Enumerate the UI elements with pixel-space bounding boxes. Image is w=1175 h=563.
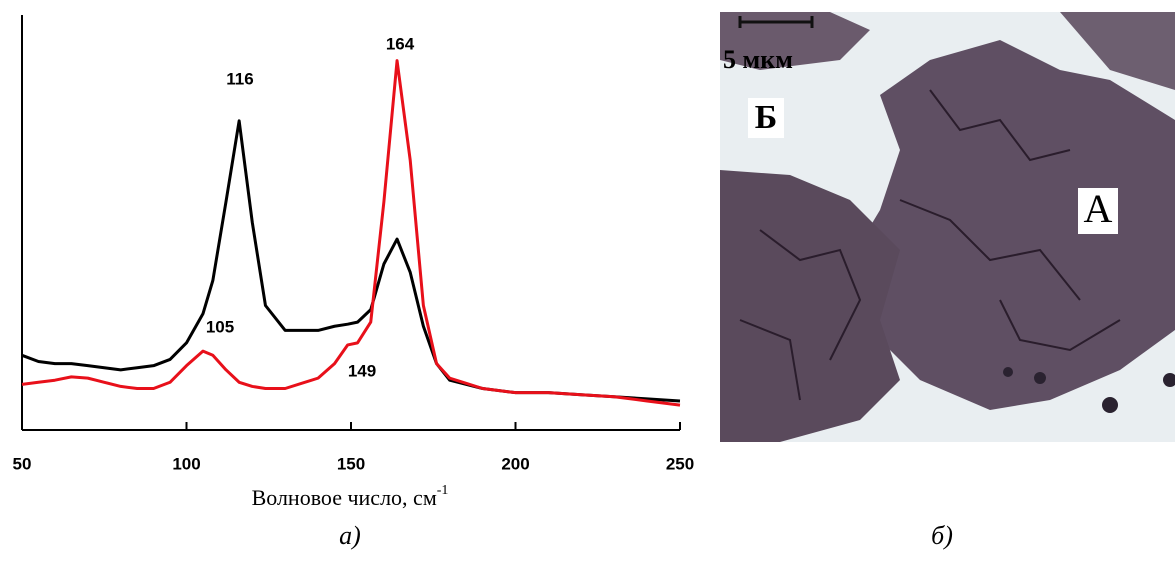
peak-label: 164 xyxy=(386,34,415,53)
x-tick-label: 150 xyxy=(337,454,365,473)
region-label: Б xyxy=(755,99,777,136)
x-label-text: Волновое число, см xyxy=(252,485,437,510)
caption: а) xyxy=(339,521,361,550)
spectrum-plot: 50 100 150 200 250 116 164 105 149 xyxy=(13,15,695,473)
x-tick-label: 100 xyxy=(172,454,200,473)
x-tick-label: 200 xyxy=(501,454,529,473)
x-axis-label: Волновое число, см-1 xyxy=(252,483,449,510)
figure: 50 100 150 200 250 116 164 105 149 Волновое числ… xyxy=(0,0,1175,558)
scale-label: 5 мкм xyxy=(723,45,793,74)
spectrum-line xyxy=(22,121,680,401)
x-tick-label: 250 xyxy=(666,454,694,473)
peak-label: 149 xyxy=(348,361,376,380)
grain xyxy=(850,40,1175,410)
peak-label: 105 xyxy=(206,317,234,336)
x-tick-label: 50 xyxy=(13,454,32,473)
micrograph: 5 мкм Б А xyxy=(720,12,1175,442)
peak-label: 116 xyxy=(226,69,253,88)
caption: б) xyxy=(931,521,953,550)
x-label-superscript: -1 xyxy=(437,483,449,498)
spectrum-line xyxy=(22,61,680,405)
region-label: А xyxy=(1084,186,1113,231)
